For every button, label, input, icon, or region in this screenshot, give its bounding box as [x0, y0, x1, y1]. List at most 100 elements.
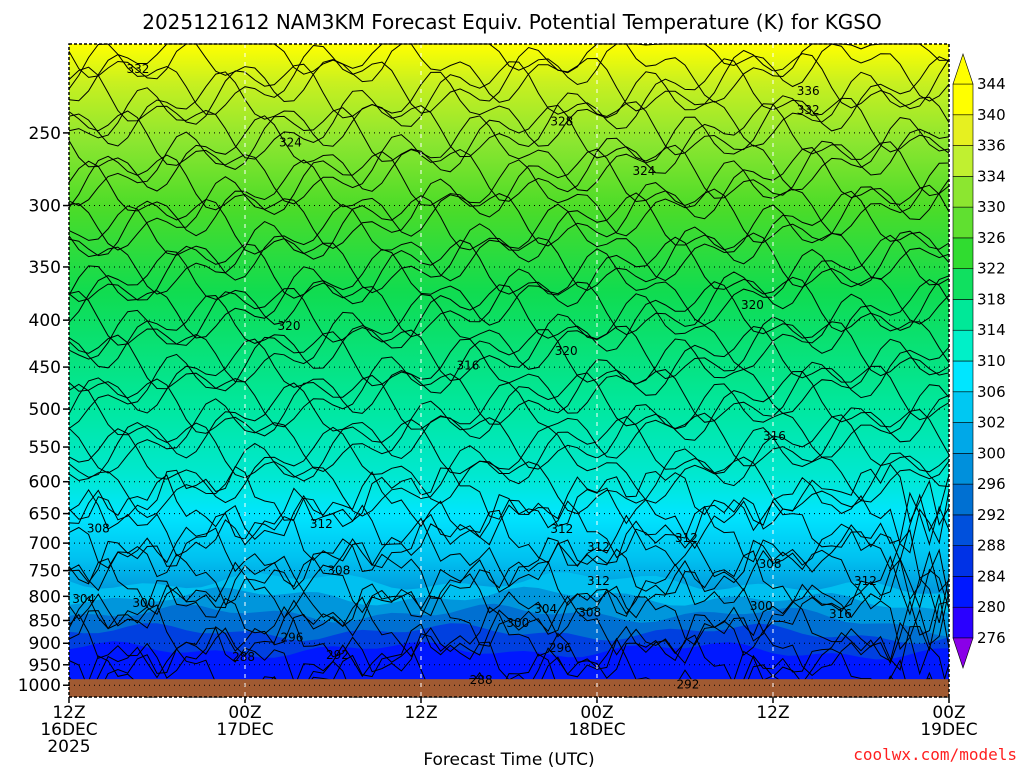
contour-line [68, 293, 950, 370]
colorbar-label: 280 [977, 598, 1006, 616]
surface-terrain [69, 679, 949, 697]
contour-label: 312 [587, 540, 610, 554]
colorbar-segment [952, 453, 974, 485]
y-tick-label: 400 [29, 311, 61, 331]
colorbar-segment [952, 545, 974, 577]
x-axis-label: Forecast Time (UTC) [423, 750, 594, 768]
colorbar-label: 276 [977, 629, 1006, 647]
contour-line [68, 147, 950, 221]
x-tick-label: 12Z [756, 703, 789, 723]
contour-line [68, 537, 950, 610]
colorbar-segment [952, 606, 974, 639]
x-tick-label: 12Z [52, 703, 85, 723]
contour-line [68, 550, 950, 619]
colorbar-segment [952, 145, 974, 177]
x-tick-label: 17DEC [216, 720, 273, 740]
colorbar-label: 314 [977, 321, 1006, 339]
contour-line [68, 309, 950, 383]
contour-line [68, 595, 950, 671]
y-tick-label: 800 [29, 587, 61, 607]
contour-line [68, 87, 950, 160]
contour-line [68, 234, 950, 310]
contour-label: 300 [750, 599, 773, 613]
contour-line [68, 442, 950, 518]
colorbar-segment [952, 176, 974, 208]
contour-label: 308 [327, 564, 350, 578]
colorbar-label: 284 [977, 567, 1006, 585]
y-axis: 250 300 350 400 450 500 550 600 650 700 750 800 850 9… [18, 124, 69, 696]
contour-line [68, 56, 950, 132]
colorbar-segment [952, 329, 974, 362]
colorbar-label: 318 [977, 290, 1006, 308]
plot-area: 332 336 332 328 324 324 320 320 320 316 316 312 308 3… [68, 43, 950, 699]
colorbar-label: 300 [977, 444, 1006, 462]
contour-label: 324 [632, 164, 655, 178]
contour-label: 312 [854, 574, 877, 588]
colorbar-segment [952, 391, 974, 423]
contour-label: 316 [829, 607, 852, 621]
y-tick-label: 650 [29, 505, 61, 525]
contour-label: 320 [741, 298, 764, 312]
colorbar-min-triangle [952, 637, 974, 669]
y-tick-label: 1000 [18, 676, 61, 696]
colorbar-label: 306 [977, 383, 1006, 401]
x-tick-label: 00Z [228, 703, 261, 723]
y-tick-label: 600 [29, 473, 61, 493]
contour-line [68, 115, 950, 192]
y-tick-label: 750 [29, 562, 61, 582]
contour-line [68, 43, 950, 115]
contour-line [68, 382, 950, 460]
y-tick-label: 450 [29, 358, 61, 378]
colorbar-max-triangle [952, 53, 974, 85]
contour-line [68, 43, 950, 103]
y-tick-label: 300 [29, 197, 61, 217]
y-tick-label: 500 [29, 400, 61, 420]
colorbar-segment [952, 299, 974, 331]
colorbar-label: 330 [977, 198, 1006, 216]
contour-label: 312 [550, 522, 573, 536]
colorbar-label: 302 [977, 414, 1006, 432]
x-tick-label: 19DEC [920, 720, 977, 740]
contour-line [68, 248, 950, 326]
credit-text[interactable]: coolwx.com/models [853, 745, 1017, 764]
colorbar-segment [952, 206, 974, 239]
contour-line [68, 203, 950, 282]
contour-label: 316 [456, 358, 479, 372]
contour-label: 316 [763, 429, 786, 443]
contour-label: 296 [280, 630, 303, 644]
contour-label: 296 [549, 641, 572, 655]
y-tick-label: 700 [29, 534, 61, 554]
contour-line [68, 370, 950, 443]
contour-line [68, 426, 950, 504]
colorbar-segment [952, 237, 974, 269]
colorbar-label: 296 [977, 475, 1006, 493]
contour-label: 332 [126, 62, 149, 76]
colorbar-label: 310 [977, 352, 1006, 370]
contour-label: 304 [72, 592, 95, 606]
x-tick-label: 00Z [580, 703, 613, 723]
contour-line [68, 555, 950, 638]
contour-line [68, 176, 950, 251]
contour-line [68, 265, 950, 339]
contour-label: 328 [550, 115, 573, 129]
x-tick-label: 12Z [404, 703, 437, 723]
contour-label: 312 [587, 574, 610, 588]
x-tick-label: 00Z [932, 703, 965, 723]
colorbar-label: 322 [977, 260, 1006, 278]
colorbar-label: 288 [977, 537, 1006, 555]
colorbar-segment [952, 360, 974, 393]
colorbar-segment [952, 83, 974, 116]
colorbar-label: 334 [977, 167, 1006, 185]
contour-label: 312 [310, 517, 333, 531]
y-tick-label: 850 [29, 611, 61, 631]
contour-line [68, 471, 950, 554]
contour-line [68, 463, 950, 530]
contour-line [68, 594, 950, 679]
plot-border [68, 43, 950, 698]
x-tick-label: 18DEC [568, 720, 625, 740]
colorbar-segment [952, 483, 974, 516]
contour-line [68, 221, 950, 295]
contour-label: 336 [797, 84, 820, 98]
